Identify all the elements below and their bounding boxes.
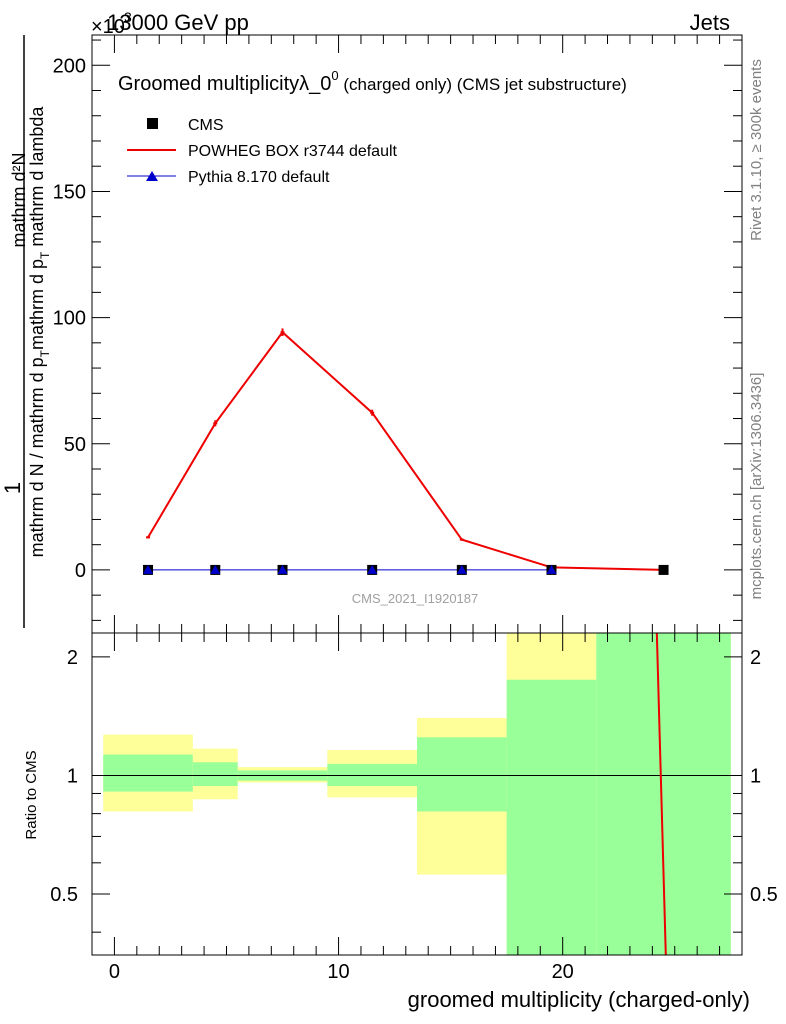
exponent-prefix: ×10 bbox=[91, 16, 125, 38]
series-line-powheg bbox=[147, 330, 664, 571]
pythia-point bbox=[367, 564, 378, 574]
mcplots-info: mcplots.cern.ch [arXiv:1306.3436] bbox=[748, 373, 765, 600]
x-axis-label: groomed multiplicity (charged-only) bbox=[408, 987, 750, 1012]
x-tick-label: 10 bbox=[327, 961, 349, 983]
rivet-info: Rivet 3.1.10, ≥ 300k events bbox=[748, 59, 765, 241]
y-tick-label: 150 bbox=[53, 181, 86, 203]
legend-label-powheg: POWHEG BOX r3744 default bbox=[188, 143, 398, 160]
watermark: CMS_2021_I1920187 bbox=[352, 591, 479, 606]
ratio-y-tick-label: 1 bbox=[67, 765, 78, 787]
y-axis-label-den-part3: mathrm d lambda bbox=[27, 106, 47, 252]
ratio-band-inner bbox=[103, 754, 193, 792]
ratio-y-tick-label-right: 1 bbox=[750, 765, 761, 787]
ratio-y-tick-label-right: 2 bbox=[750, 647, 761, 669]
ratio-band-inner bbox=[506, 679, 597, 955]
legend-marker-pythia bbox=[146, 171, 158, 181]
pythia-point bbox=[143, 564, 154, 574]
pythia-point bbox=[210, 564, 221, 574]
y-axis-label-numerator: 1 bbox=[0, 482, 25, 494]
y-axis-label-top: mathrm d²N bbox=[9, 152, 29, 247]
plot-title-sup: 0 bbox=[331, 68, 338, 83]
ratio-panel-frame bbox=[91, 632, 743, 956]
ratio-panel: 0.5 0.51 12 20 10 20 Ratio to CMS groomed mul… bbox=[23, 632, 778, 1012]
y-axis-label-den-part1: mathrm d N / mathrm d p bbox=[27, 357, 47, 557]
legend-label-pythia: Pythia 8.170 default bbox=[188, 169, 330, 186]
y-axis-label-denominator: mathrm d N / mathrm d pTmathrm d pT math… bbox=[27, 106, 52, 558]
ratio-band-inner bbox=[192, 762, 238, 787]
ratio-y-label: Ratio to CMS bbox=[23, 750, 40, 839]
plot-title: Groomed multiplicityλ_00 (charged only) … bbox=[118, 68, 627, 95]
pythia-point bbox=[456, 564, 467, 574]
plot-title-suffix: (charged only) (CMS jet substructure) bbox=[339, 75, 627, 94]
y-axis-label: 1 mathrm d²N mathrm d N / mathrm d pTmat… bbox=[0, 35, 52, 628]
exponent-value: 3 bbox=[124, 9, 132, 25]
cms-point bbox=[658, 564, 669, 575]
header-energy: 13000 GeV pp bbox=[107, 10, 249, 35]
ratio-line-powheg bbox=[655, 632, 667, 956]
x-tick-label: 20 bbox=[552, 961, 574, 983]
header-process: Jets bbox=[690, 10, 730, 35]
x-tick-label: 0 bbox=[109, 961, 120, 983]
y-tick-label: 200 bbox=[53, 55, 86, 77]
plot-title-main: Groomed multiplicityλ_0 bbox=[118, 73, 331, 95]
y-tick-label: 50 bbox=[64, 434, 86, 456]
y-axis-label-den-part2: mathrm d p bbox=[27, 259, 47, 350]
y-tick-label: 0 bbox=[75, 560, 86, 582]
ratio-y-tick-label: 2 bbox=[67, 647, 78, 669]
legend-marker-cms bbox=[147, 118, 158, 129]
y-tick-label: 100 bbox=[53, 308, 86, 330]
y-axis-label-den-sub2: T bbox=[38, 251, 52, 259]
y-axis-label-den-sub1: T bbox=[38, 349, 52, 357]
ratio-y-tick-label-right: 0.5 bbox=[750, 884, 778, 906]
legend: CMS POWHEG BOX r3744 default Pythia 8.17… bbox=[127, 117, 398, 186]
legend-label-cms: CMS bbox=[188, 117, 224, 134]
pythia-point bbox=[277, 564, 288, 574]
pythia-point bbox=[546, 564, 557, 574]
ratio-y-tick-label: 0.5 bbox=[50, 884, 78, 906]
ratio-band-inner bbox=[417, 737, 507, 812]
